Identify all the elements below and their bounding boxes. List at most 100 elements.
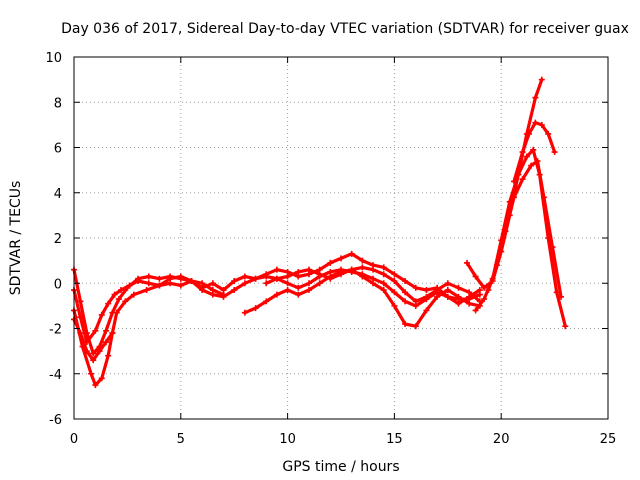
data-point — [348, 250, 355, 257]
data-point — [525, 130, 532, 137]
data-point — [464, 259, 471, 266]
series-track-10 — [511, 119, 558, 185]
data-point — [423, 287, 430, 294]
x-tick-label: 0 — [70, 432, 78, 447]
x-tick-label: 5 — [177, 432, 185, 447]
x-tick-label: 25 — [600, 432, 617, 447]
data-point — [209, 287, 216, 294]
data-point — [105, 300, 112, 307]
series-layer — [71, 76, 569, 389]
data-point — [545, 130, 552, 137]
y-tick-label: -6 — [49, 413, 62, 428]
data-point — [380, 280, 387, 287]
data-point — [466, 300, 473, 307]
data-point — [391, 277, 398, 284]
data-point — [493, 262, 500, 269]
data-point — [391, 302, 398, 309]
data-point — [284, 287, 291, 294]
data-point — [305, 280, 312, 287]
data-point — [519, 176, 526, 183]
data-point — [538, 76, 545, 83]
data-point — [88, 370, 95, 377]
data-point — [444, 280, 451, 287]
series-track-3 — [71, 273, 227, 346]
y-axis-label: SDTVAR / TECUs — [8, 181, 24, 296]
data-point — [263, 298, 270, 305]
data-point — [220, 291, 227, 298]
data-point — [444, 293, 451, 300]
data-point — [145, 280, 152, 287]
data-point — [156, 282, 163, 289]
data-point — [98, 311, 105, 318]
data-point — [402, 320, 409, 327]
data-point — [391, 271, 398, 278]
data-point — [77, 330, 84, 337]
data-point — [209, 280, 216, 287]
data-point — [327, 275, 334, 282]
data-point — [558, 293, 565, 300]
data-point — [423, 293, 430, 300]
data-point — [231, 287, 238, 294]
data-point — [252, 275, 259, 282]
y-tick-label: 2 — [54, 232, 62, 247]
data-point — [273, 266, 280, 273]
data-point — [485, 287, 492, 294]
data-point — [105, 352, 112, 359]
data-point — [284, 273, 291, 280]
y-tick-label: 0 — [54, 277, 62, 292]
data-point — [273, 291, 280, 298]
data-point — [284, 280, 291, 287]
data-point — [103, 327, 110, 334]
data-point — [402, 298, 409, 305]
data-point — [370, 266, 377, 273]
data-point — [434, 293, 441, 300]
data-point — [109, 330, 116, 337]
data-point — [481, 284, 488, 291]
data-point — [135, 277, 142, 284]
data-point — [241, 273, 248, 280]
data-point — [92, 382, 99, 389]
data-point — [530, 146, 537, 153]
y-tick-label: -2 — [49, 323, 62, 338]
x-tick-label: 20 — [493, 432, 510, 447]
data-point — [327, 259, 334, 266]
data-point — [156, 275, 163, 282]
data-point — [511, 194, 518, 201]
data-point — [476, 287, 483, 294]
data-point — [90, 350, 97, 357]
data-point — [538, 121, 545, 128]
data-point — [126, 282, 133, 289]
data-point — [167, 275, 174, 282]
x-tick-label: 15 — [386, 432, 403, 447]
series-track-7 — [464, 76, 545, 291]
data-point — [188, 277, 195, 284]
data-point — [455, 300, 462, 307]
y-tick-label: 6 — [54, 142, 62, 157]
data-point — [273, 275, 280, 282]
data-point — [359, 264, 366, 271]
data-point — [295, 268, 302, 275]
data-point — [199, 287, 206, 294]
data-point — [455, 284, 462, 291]
x-tick-labels: 0 5 10 15 20 25 — [70, 57, 616, 447]
data-point — [391, 289, 398, 296]
x-axis-label: GPS time / hours — [282, 459, 399, 475]
data-point — [92, 327, 99, 334]
data-point — [472, 273, 479, 280]
data-point — [177, 282, 184, 289]
series-track-9 — [485, 158, 565, 300]
y-tick-labels: -6 -4 -2 0 2 4 6 8 10 — [45, 51, 608, 428]
data-point — [551, 149, 558, 156]
data-point — [402, 289, 409, 296]
data-point — [90, 357, 97, 364]
data-point — [231, 277, 238, 284]
data-point — [338, 255, 344, 262]
data-point — [122, 298, 129, 305]
data-point — [502, 228, 509, 235]
data-point — [549, 244, 556, 251]
data-point — [380, 287, 387, 294]
data-point — [98, 375, 105, 382]
data-point — [316, 271, 323, 278]
series-line — [465, 77, 544, 290]
